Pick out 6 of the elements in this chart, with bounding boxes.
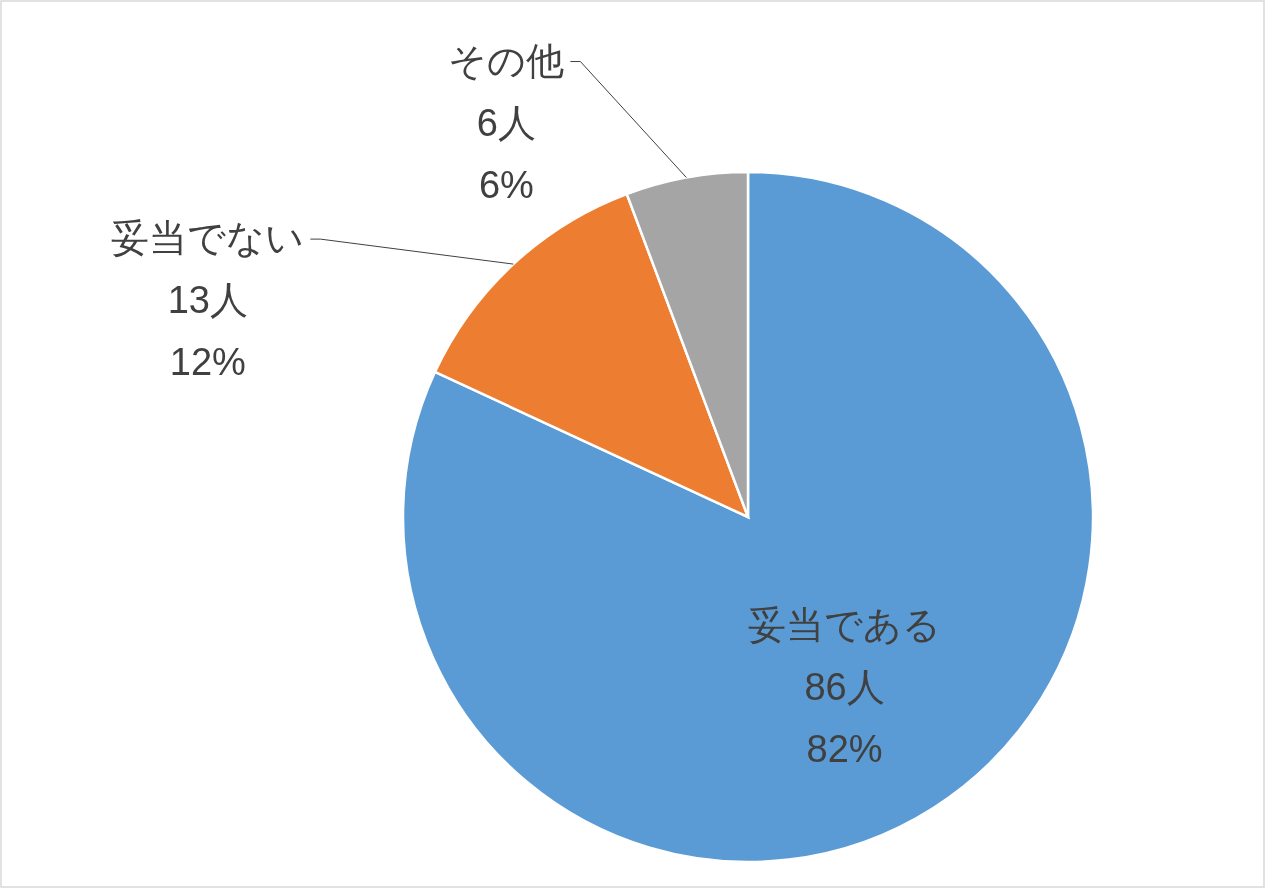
data-label: 6人 6% [476, 101, 536, 206]
slice-label: 妥当である [748, 604, 942, 647]
data-label: 13人 12% [167, 279, 248, 384]
slice-label: その他 [448, 39, 565, 82]
data-label: 86人 82% [804, 666, 885, 771]
slice-label: 妥当でない [111, 217, 305, 260]
